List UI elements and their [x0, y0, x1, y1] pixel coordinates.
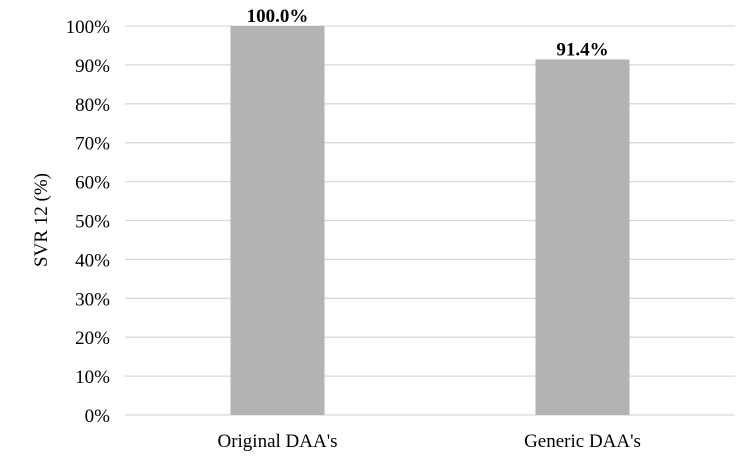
- y-tick-label: 70%: [75, 134, 110, 155]
- bar-2: [535, 59, 630, 415]
- x-category-label: Generic DAA's: [524, 431, 641, 452]
- data-labels: 100.0% 91.4%: [247, 6, 609, 60]
- y-axis-ticks: 0% 10% 20% 30% 40% 50% 60% 70% 80% 90% 100%: [66, 17, 111, 427]
- data-label-1: 100.0%: [247, 6, 309, 27]
- y-tick-label: 60%: [75, 173, 110, 194]
- y-tick-label: 10%: [75, 367, 110, 388]
- y-tick-label: 80%: [75, 95, 110, 116]
- y-tick-label: 30%: [75, 289, 110, 310]
- bar-1: [230, 26, 325, 415]
- y-tick-label: 20%: [75, 328, 110, 349]
- y-axis-title: SVR 12 (%): [31, 173, 52, 267]
- gridlines: [125, 25, 735, 416]
- y-tick-label: 40%: [75, 250, 110, 271]
- x-axis-categories: Original DAA's Generic DAA's: [217, 431, 640, 452]
- x-category-label: Original DAA's: [217, 431, 337, 452]
- bars: [230, 26, 630, 415]
- data-label-2: 91.4%: [556, 39, 608, 60]
- y-tick-label: 100%: [66, 17, 111, 38]
- y-tick-label: 0%: [85, 406, 111, 427]
- y-tick-label: 50%: [75, 212, 110, 233]
- y-tick-label: 90%: [75, 56, 110, 77]
